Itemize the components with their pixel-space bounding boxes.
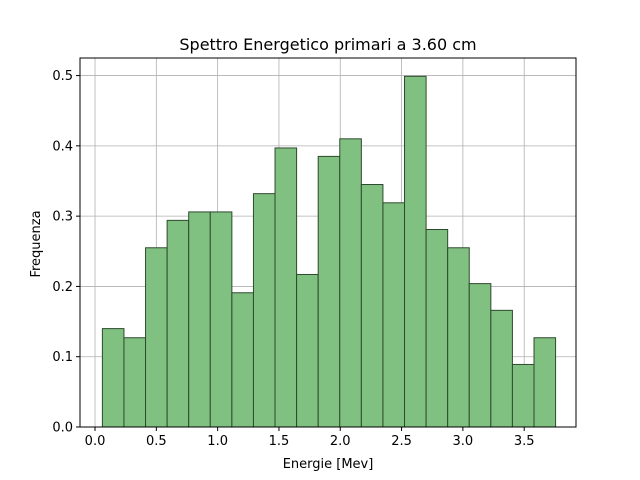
y-axis-label: Frequenza <box>29 210 44 277</box>
histogram-bar <box>252 193 276 428</box>
x-tick-label: 0.0 <box>85 434 106 449</box>
y-tick-label: 0.2 <box>52 280 73 295</box>
x-tick-label: 1.0 <box>207 434 228 449</box>
histogram-bar <box>231 292 254 428</box>
histogram-bar <box>188 211 211 428</box>
histogram-bar <box>490 309 513 428</box>
x-tick-label: 3.5 <box>514 434 535 449</box>
histogram-bar <box>123 337 147 428</box>
histogram-bar <box>101 328 125 428</box>
x-axis-ticks: 0.0 0.5 1.0 1.5 2.0 2.5 3.0 3.5 <box>85 427 535 449</box>
x-axis-label: Energie [Mev] <box>283 457 374 472</box>
bars <box>101 75 557 428</box>
y-tick-label: 0.5 <box>52 69 73 84</box>
histogram-bar <box>447 247 470 428</box>
histogram-bar <box>468 283 492 428</box>
y-tick-label: 0.0 <box>52 421 73 436</box>
histogram-bar <box>533 337 557 428</box>
x-tick-label: 0.5 <box>146 434 167 449</box>
y-tick-label: 0.3 <box>52 210 73 225</box>
y-tick-label: 0.4 <box>52 139 73 154</box>
histogram-bar <box>425 228 449 428</box>
histogram-bar <box>360 184 384 428</box>
x-tick-label: 3.0 <box>453 434 474 449</box>
histogram-bar <box>317 155 341 428</box>
histogram-bar <box>274 147 298 428</box>
histogram-bar <box>166 219 190 428</box>
histogram-bar <box>209 211 233 428</box>
y-tick-label: 0.1 <box>52 350 73 365</box>
histogram-bar <box>296 273 319 428</box>
x-tick-label: 1.5 <box>269 434 290 449</box>
x-tick-label: 2.5 <box>391 434 412 449</box>
histogram-bar <box>382 202 406 428</box>
plot-area-frame <box>79 57 577 428</box>
histogram-bar <box>511 363 535 428</box>
histogram-bar <box>404 75 427 428</box>
y-axis-ticks: 0.0 0.1 0.2 0.3 0.4 0.5 <box>52 69 80 436</box>
histogram-bar <box>339 138 362 428</box>
x-tick-label: 2.0 <box>330 434 351 449</box>
histogram-bar <box>145 247 168 428</box>
chart-title: Spettro Energetico primari a 3.60 cm <box>179 35 476 54</box>
